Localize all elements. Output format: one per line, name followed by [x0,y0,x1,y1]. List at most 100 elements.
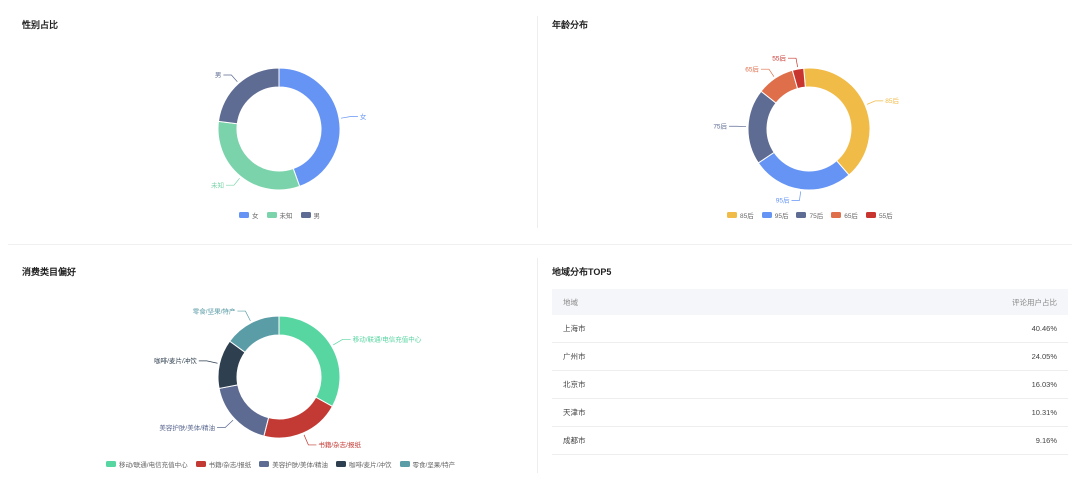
age-slice-0[interactable] [803,67,871,176]
age-slice-label-3: 65后 [745,64,759,73]
region-pct: 16.03% [757,370,1068,399]
region-table: 地域 评论用户占比 上海市 40.46% 广州市 24.05% 北京市 16.03% … [552,289,1068,455]
table-header-row: 地域 评论用户占比 [552,289,1068,315]
category-leader-line-3 [198,360,218,364]
header-comment-user-ratio[interactable]: 评论用户占比 [757,289,1068,315]
table-row: 成都市 9.16% [552,426,1068,455]
gender-legend-swatch [239,212,249,218]
header-region[interactable]: 地域 [552,289,758,315]
gender-slice-0[interactable] [278,67,341,188]
category-slice-label-4: 零食/坚果/特产 [193,306,236,315]
region-pct: 40.46% [757,315,1068,343]
gender-legend-label: 男 [313,213,321,220]
age-slice-label-2: 75后 [713,121,727,130]
category-legend-label: 咖啡/麦片/冲饮 [348,462,392,469]
age-slice-4[interactable] [791,67,806,90]
vertical-divider-top [537,16,538,228]
category-slice-1[interactable] [263,396,334,439]
gender-slice-label-0: 女 [360,112,367,121]
category-legend-swatch [195,461,206,467]
age-legend: 85后 95后 75后 65后 55后 [727,210,893,220]
region-name: 上海市 [552,315,758,343]
gender-legend-swatch [300,212,311,218]
gender-slice-2[interactable] [217,67,280,125]
category-slice-0[interactable] [278,315,341,408]
age-leader-line-1 [791,191,802,201]
category-legend-label: 书籍/杂志/报纸 [208,462,252,469]
age-slice-label-1: 95后 [776,196,790,205]
region-name: 广州市 [552,342,758,371]
age-legend-label: 95后 [774,213,789,220]
category-legend-item[interactable]: 书籍/杂志/报纸 [195,459,252,469]
category-legend-label: 美容护肤/美体/精油 [272,462,328,469]
gender-slice-label-2: 男 [215,71,222,79]
age-legend-item[interactable]: 55后 [865,210,893,220]
region-name: 天津市 [552,398,758,427]
age-legend-item[interactable]: 65后 [831,210,858,220]
category-legend-label: 移动/联通/电信充值中心 [119,462,188,469]
table-row: 北京市 16.03% [552,370,1068,399]
category-slice-label-0: 移动/联通/电信充值中心 [353,335,422,344]
age-legend-item[interactable]: 95后 [761,210,789,220]
category-slice-4[interactable] [228,315,280,354]
table-row: 广州市 24.05% [552,342,1068,371]
age-slice-label-4: 55后 [772,53,786,62]
category-legend-item[interactable]: 美容护肤/美体/精油 [259,459,328,469]
category-legend: 移动/联通/电信充值中心 书籍/杂志/报纸 美容护肤/美体/精油 咖啡/麦片/冲饮 零食… [106,459,455,469]
region-pct: 9.16% [757,426,1068,455]
region-table-title: 地域分布TOP5 [552,267,612,277]
table-row: 天津市 10.31% [552,398,1068,427]
age-legend-label: 65后 [844,213,858,220]
gender-legend: 女 未知 男 [239,210,320,220]
age-legend-label: 85后 [740,213,754,220]
category-legend-swatch [259,461,270,467]
category-slice-label-2: 美容护肤/美体/精油 [159,423,215,432]
category-legend-item[interactable]: 咖啡/麦片/冲饮 [335,459,392,469]
age-legend-swatch [831,212,842,218]
category-legend-swatch [106,461,116,467]
region-pct: 10.31% [757,398,1068,427]
gender-legend-item[interactable]: 未知 [266,210,293,220]
age-leader-line-0 [866,100,884,105]
age-slice-label-0: 85后 [885,96,899,105]
gender-legend-swatch [266,212,277,218]
region-name: 成都市 [552,426,758,455]
age-legend-label: 55后 [878,213,893,220]
category-legend-item[interactable]: 移动/联通/电信充值中心 [106,459,188,469]
age-legend-swatch [796,212,807,218]
category-legend-swatch [335,461,346,467]
age-slice-1[interactable] [757,151,850,191]
category-leader-line-1 [303,434,317,446]
gender-legend-label: 未知 [279,213,293,220]
age-legend-swatch [761,212,772,218]
region-name: 北京市 [552,370,758,399]
category-legend-item[interactable]: 零食/坚果/特产 [399,459,456,469]
category-leader-line-2 [217,419,234,429]
category-slice-2[interactable] [218,384,270,437]
category-legend-label: 零食/坚果/特产 [412,462,456,469]
gender-legend-item[interactable]: 女 [239,210,259,220]
category-leader-line-0 [333,338,351,346]
category-slice-label-1: 书籍/杂志/报纸 [318,440,361,449]
gender-leader-line-1 [225,177,240,186]
gender-slice-label-1: 未知 [211,180,224,189]
age-leader-line-4 [788,57,798,68]
age-slice-2[interactable] [747,90,777,164]
gender-slice-1[interactable] [217,120,301,191]
category-slice-label-3: 咖啡/麦片/冲饮 [154,356,197,365]
age-leader-line-3 [760,68,775,77]
table-row: 上海市 40.46% [552,315,1068,343]
gender-leader-line-0 [341,116,358,119]
age-legend-label: 75后 [809,213,824,220]
age-chart-title: 年龄分布 [552,20,589,30]
category-legend-swatch [399,461,410,467]
age-legend-item[interactable]: 75后 [796,210,823,220]
gender-chart-title: 性别占比 [22,20,59,30]
horizontal-divider [8,244,1072,245]
age-legend-item[interactable]: 85后 [727,210,754,220]
gender-leader-line-2 [223,74,238,82]
age-legend-swatch [865,212,876,218]
gender-legend-label: 女 [252,213,259,220]
gender-legend-item[interactable]: 男 [300,210,321,220]
